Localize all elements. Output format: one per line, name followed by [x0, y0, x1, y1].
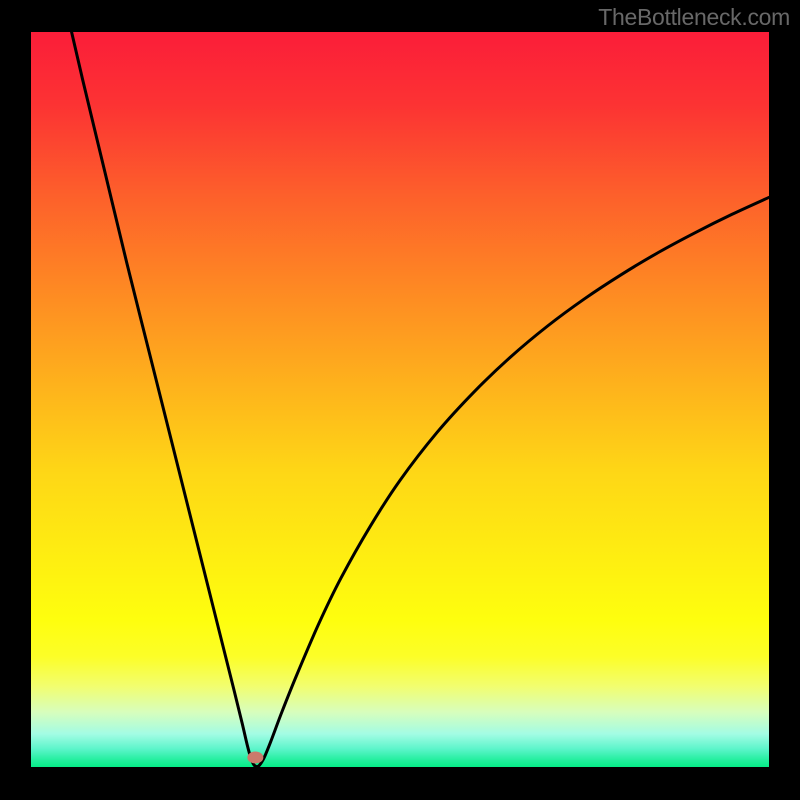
optimum-marker: [247, 751, 263, 763]
watermark-text: TheBottleneck.com: [598, 4, 790, 31]
plot-area: [31, 32, 769, 767]
chart-container: TheBottleneck.com: [0, 0, 800, 800]
gradient-background: [31, 32, 769, 767]
